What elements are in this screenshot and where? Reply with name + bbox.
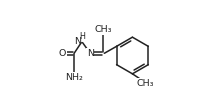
Text: O: O [59, 49, 66, 58]
Text: NH₂: NH₂ [65, 73, 83, 82]
Text: CH₃: CH₃ [94, 25, 112, 35]
Text: CH₃: CH₃ [137, 79, 154, 88]
Text: N: N [74, 37, 81, 46]
Text: N: N [87, 49, 94, 58]
Text: H: H [79, 32, 85, 41]
